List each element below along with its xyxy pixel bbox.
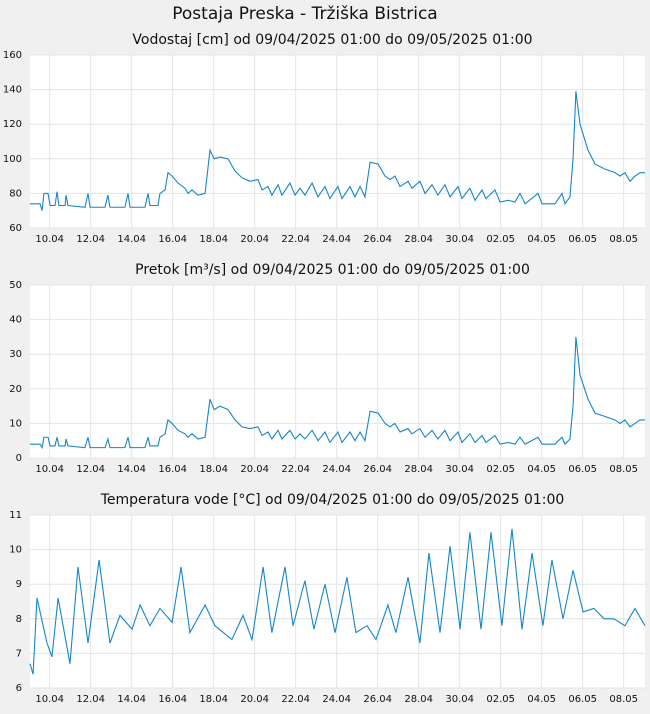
y-tick-label: 6 (16, 683, 22, 694)
data-line (30, 91, 645, 211)
x-tick-label: 12.04 (76, 694, 105, 705)
y-tick-label: 100 (3, 154, 22, 165)
x-tick-label: 26.04 (363, 234, 392, 245)
y-tick-label: 60 (9, 223, 22, 234)
x-tick-label: 24.04 (322, 234, 351, 245)
y-tick-label: 30 (9, 349, 22, 360)
x-tick-label: 24.04 (322, 464, 351, 475)
x-tick-label: 16.04 (158, 464, 187, 475)
x-tick-label: 08.05 (609, 234, 638, 245)
x-tick-label: 14.04 (117, 234, 146, 245)
x-tick-label: 14.04 (117, 694, 146, 705)
x-tick-label: 08.05 (609, 464, 638, 475)
x-tick-label: 06.05 (568, 464, 597, 475)
x-tick-label: 20.04 (240, 694, 269, 705)
x-tick-label: 20.04 (240, 234, 269, 245)
x-tick-label: 02.05 (486, 694, 515, 705)
x-tick-label: 30.04 (445, 464, 474, 475)
y-tick-label: 7 (16, 648, 22, 659)
x-tick-label: 22.04 (281, 464, 310, 475)
y-tick-label: 40 (9, 315, 22, 326)
x-tick-label: 10.04 (35, 694, 64, 705)
plot-area (30, 515, 645, 688)
x-tick-label: 12.04 (76, 234, 105, 245)
x-tick-label: 24.04 (322, 694, 351, 705)
x-tick-label: 14.04 (117, 464, 146, 475)
x-tick-label: 16.04 (158, 694, 187, 705)
x-tick-label: 20.04 (240, 464, 269, 475)
x-tick-label: 04.05 (527, 464, 556, 475)
y-tick-label: 10 (9, 418, 22, 429)
y-tick-label: 140 (3, 85, 22, 96)
x-tick-label: 10.04 (35, 464, 64, 475)
x-tick-label: 22.04 (281, 694, 310, 705)
x-tick-label: 18.04 (199, 234, 228, 245)
y-tick-label: 0 (16, 453, 22, 464)
x-tick-label: 04.05 (527, 694, 556, 705)
plot-area (30, 285, 645, 458)
x-tick-label: 26.04 (363, 464, 392, 475)
x-tick-label: 06.05 (568, 234, 597, 245)
x-tick-label: 06.05 (568, 694, 597, 705)
x-tick-label: 04.05 (527, 234, 556, 245)
x-tick-label: 08.05 (609, 694, 638, 705)
x-tick-label: 28.04 (404, 234, 433, 245)
x-tick-label: 12.04 (76, 464, 105, 475)
x-tick-label: 28.04 (404, 464, 433, 475)
x-tick-label: 28.04 (404, 694, 433, 705)
data-line (29, 528, 646, 675)
plot-area (30, 55, 645, 228)
chart-subtitle: Vodostaj [cm] od 09/04/2025 01:00 do 09/… (132, 32, 532, 48)
y-tick-label: 50 (9, 280, 22, 291)
chart-subtitle: Pretok [m³/s] od 09/04/2025 01:00 do 09/… (135, 262, 530, 278)
x-tick-label: 18.04 (199, 694, 228, 705)
y-tick-label: 9 (16, 579, 22, 590)
x-tick-label: 30.04 (445, 234, 474, 245)
page-title: Postaja Preska - Tržiška Bistrica (172, 4, 437, 24)
x-tick-label: 02.05 (486, 464, 515, 475)
x-tick-label: 02.05 (486, 234, 515, 245)
y-tick-label: 11 (9, 510, 22, 521)
y-tick-label: 20 (9, 384, 22, 395)
x-tick-label: 26.04 (363, 694, 392, 705)
y-tick-label: 80 (9, 188, 22, 199)
chart-subtitle: Temperatura vode [°C] od 09/04/2025 01:0… (100, 492, 565, 508)
y-tick-label: 10 (9, 545, 22, 556)
x-tick-label: 30.04 (445, 694, 474, 705)
x-tick-label: 10.04 (35, 234, 64, 245)
x-tick-label: 22.04 (281, 234, 310, 245)
data-line (30, 336, 645, 450)
x-tick-label: 18.04 (199, 464, 228, 475)
x-tick-label: 16.04 (158, 234, 187, 245)
y-tick-label: 8 (16, 614, 22, 625)
y-tick-label: 120 (3, 119, 22, 130)
y-tick-label: 160 (3, 50, 22, 61)
